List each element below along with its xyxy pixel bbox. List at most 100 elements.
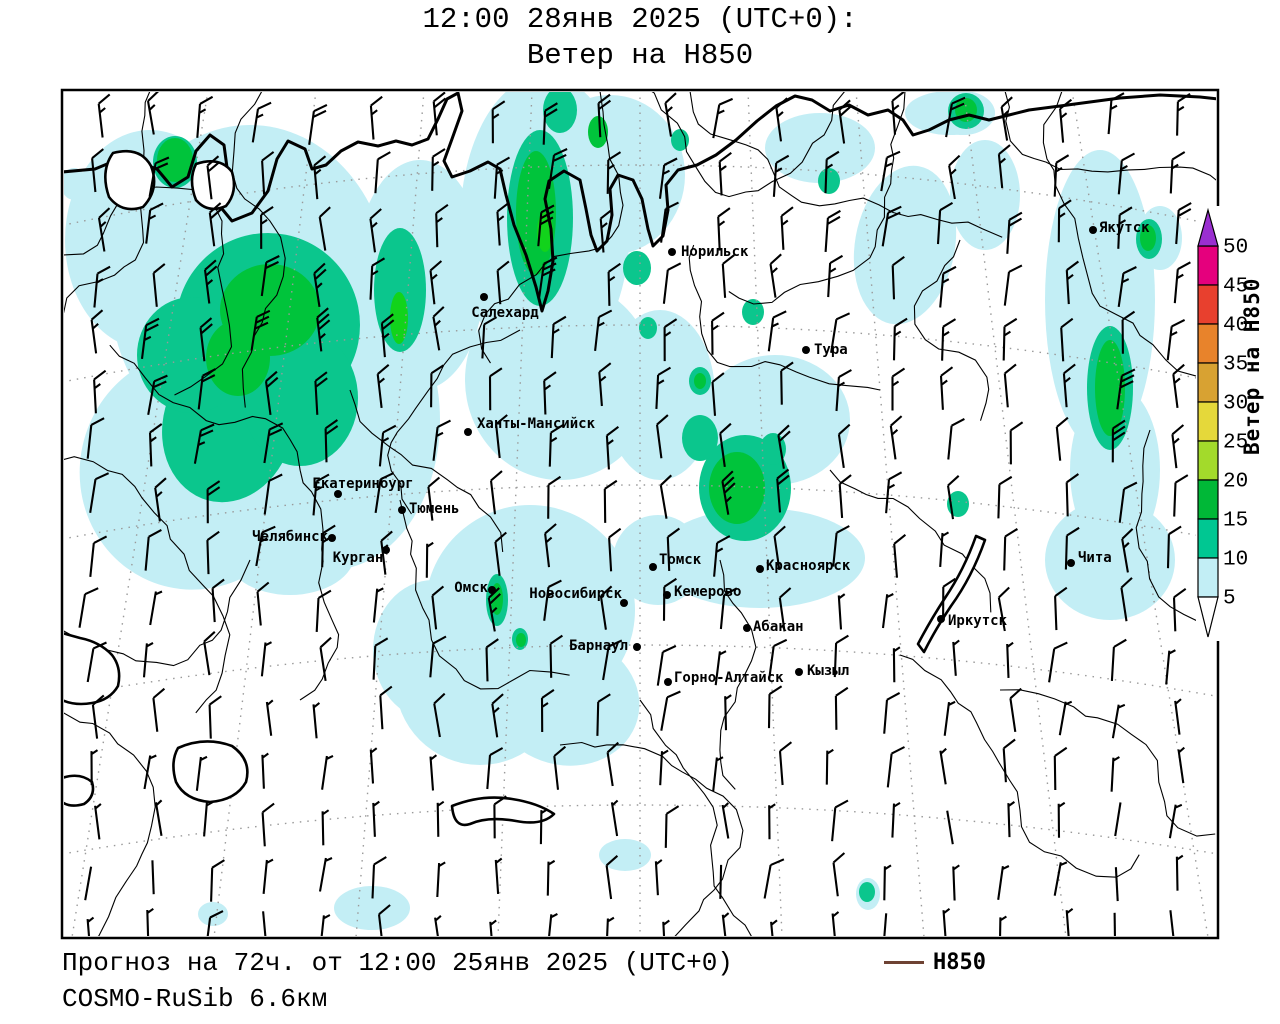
wind-barb — [666, 527, 681, 571]
wind-barb — [97, 207, 111, 252]
wind-barb — [1175, 202, 1192, 245]
wind-barb — [711, 372, 725, 416]
lake-outline — [916, 534, 987, 654]
wind-barb — [147, 374, 168, 415]
wind-barb — [548, 424, 564, 467]
legend-label: H850 — [933, 950, 986, 975]
wind-barb — [261, 802, 275, 847]
wind-barb — [372, 637, 389, 680]
wind-barb — [1007, 801, 1016, 838]
wind-barb — [892, 646, 901, 683]
wind-barb — [1121, 310, 1136, 354]
wind-barb — [263, 422, 284, 464]
wind-barb — [830, 312, 851, 353]
wind-barb — [1116, 368, 1136, 410]
wind-barb — [431, 585, 445, 630]
city-dot — [488, 586, 496, 594]
wind-barb — [146, 907, 154, 936]
wind-barb — [1169, 151, 1186, 194]
colorbar-tick-label: 30 — [1223, 392, 1249, 416]
wind-barb — [1002, 317, 1018, 361]
wind-barb — [371, 856, 387, 899]
wind-barb — [1174, 698, 1182, 735]
wind-barb — [203, 801, 214, 837]
wind-barb — [1054, 586, 1068, 631]
wind-barb — [1107, 92, 1125, 135]
wind-barb — [880, 150, 901, 192]
wind-barb — [321, 524, 336, 568]
wind-barb — [89, 535, 108, 578]
wind-barb — [429, 260, 443, 305]
wind-barb — [662, 262, 682, 304]
wind-barb — [263, 473, 283, 515]
wind-barb — [432, 92, 447, 136]
wind-barb — [1048, 641, 1068, 683]
wind-barb — [599, 585, 613, 630]
wind-barb — [719, 864, 723, 899]
wind-barb — [1060, 317, 1074, 362]
wind-barb — [378, 424, 397, 467]
city-label: Абакан — [753, 619, 804, 635]
graticule-parallel — [64, 484, 1216, 540]
wind-barb — [597, 93, 612, 138]
region-border — [1004, 92, 1216, 181]
wind-barb — [832, 852, 846, 897]
wind-speed-region-10-15 — [682, 415, 718, 461]
wind-barb — [321, 754, 334, 790]
wind-barb — [491, 100, 506, 144]
wind-barb — [777, 424, 791, 469]
wind-barb — [312, 702, 321, 739]
wind-barb — [780, 206, 794, 250]
wind-barb — [206, 530, 220, 575]
wind-barb — [379, 685, 393, 730]
wind-barb — [721, 802, 730, 839]
wind-barb — [598, 362, 612, 407]
wind-barb — [427, 476, 441, 521]
wind-speed-region-5-10 — [465, 280, 655, 480]
graticule-parallel — [64, 644, 1216, 697]
colorbar-cell — [1197, 479, 1219, 520]
wind-barb — [154, 799, 163, 836]
wind-barbs-layer — [78, 92, 1192, 936]
wind-barb — [778, 587, 792, 632]
wind-barb — [143, 754, 157, 790]
wind-barb — [662, 919, 670, 936]
wind-barb — [149, 590, 163, 626]
region-border — [387, 329, 521, 515]
wind-barb — [831, 799, 849, 842]
wind-barb — [883, 913, 888, 936]
wind-barb — [208, 202, 223, 247]
wind-barb — [891, 255, 905, 300]
wind-barb — [142, 641, 154, 678]
wind-barb — [824, 150, 840, 194]
wind-barb — [206, 910, 224, 936]
wind-barb — [1118, 481, 1138, 523]
wind-barb — [721, 254, 735, 298]
city-label: Омск — [454, 580, 488, 596]
wind-barb — [881, 593, 894, 629]
wind-speed-region-10-15 — [374, 228, 426, 352]
wind-barb — [154, 477, 167, 522]
wind-barb — [435, 203, 449, 248]
wind-speed-region-5-10 — [655, 508, 865, 608]
wind-speed-region-15-20 — [1140, 225, 1156, 251]
wind-barb — [660, 201, 679, 243]
wind-barb — [144, 528, 162, 571]
city-label: Норильск — [681, 244, 749, 260]
city-label: Барнаул — [568, 638, 628, 654]
wind-barb — [94, 803, 102, 840]
wind-barb — [610, 799, 619, 837]
wind-barb — [772, 154, 790, 197]
wind-speed-region-5-10 — [765, 113, 875, 183]
wind-barb — [425, 541, 434, 578]
wind-barb — [1121, 528, 1134, 573]
wind-barb — [773, 525, 786, 570]
wind-barb — [265, 699, 274, 736]
city-dot — [802, 346, 810, 354]
wind-barb — [833, 634, 849, 678]
wind-speed-region-10-15 — [742, 299, 764, 325]
wind-barb — [93, 369, 107, 414]
wind-barb — [1000, 96, 1013, 141]
region-border — [559, 741, 744, 936]
city-dot — [663, 591, 671, 599]
